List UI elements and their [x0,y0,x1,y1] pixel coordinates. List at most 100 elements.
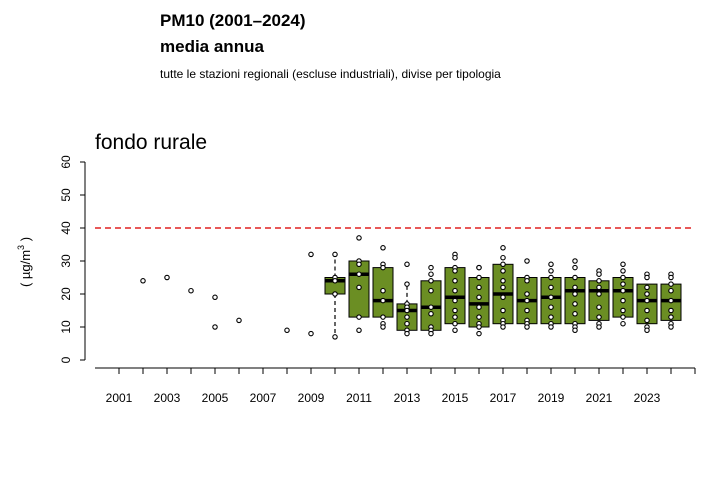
x-tick-label-2023: 2023 [634,391,661,405]
data-point-2020-5 [572,301,578,307]
data-point-2016-2 [476,274,482,281]
data-point-2018-4 [524,297,530,304]
data-point-2011-4 [356,284,362,291]
data-point-2011-2 [356,261,362,268]
data-point-2017-10 [500,324,506,330]
data-point-2022-5 [620,297,626,304]
data-point-2013-1 [404,281,410,287]
data-point-2018-2 [524,278,530,284]
data-point-2019-6 [548,314,554,320]
data-point-2024-8 [668,324,674,330]
data-point-2015-7 [452,307,458,314]
x-tick-label-2007: 2007 [250,391,277,405]
data-point-2015-1 [452,254,458,261]
box-2023 [636,283,658,325]
data-point-2011-3 [356,271,362,277]
axes-layer: 0 10 20 30 40 50 60 2001 2003 2005 2007 2009 2011 201… [59,155,696,405]
data-point-2014-3 [428,287,434,294]
data-point-2015-5 [452,287,458,294]
data-point-2018-0 [524,258,530,264]
data-point-2013-8 [404,330,410,337]
chart-note: tutte le stazioni regionali (escluse ind… [160,67,501,81]
data-point-2010-4 [332,334,338,340]
data-point-2024-5 [668,307,674,314]
data-point-2006-0 [236,317,242,324]
panel-title: fondo rurale [95,131,208,154]
x-tick-label-2011: 2011 [346,391,372,405]
data-point-2005-0 [212,294,218,301]
data-point-2014-8 [428,330,434,337]
x-tick-label-2015: 2015 [442,391,469,405]
data-point-2020-4 [572,291,578,297]
data-point-2017-4 [500,278,506,284]
data-point-2019-2 [548,274,554,281]
data-point-2013-5 [404,314,410,320]
data-point-2023-6 [644,317,650,324]
data-point-2011-5 [356,314,362,320]
x-tick-label-2019: 2019 [538,391,565,405]
data-point-2016-6 [476,314,482,320]
data-point-2003-0 [164,274,170,281]
data-point-2022-7 [620,314,626,320]
x-tick-label-2005: 2005 [202,391,229,405]
data-point-2022-1 [620,268,626,274]
data-point-2011-0 [356,235,362,241]
data-point-2022-4 [620,287,626,294]
data-point-2014-0 [428,264,434,271]
data-point-2002-0 [140,278,146,284]
data-point-2019-5 [548,304,554,310]
data-point-2015-10 [452,327,458,334]
data-point-2016-4 [476,294,482,301]
data-point-2022-6 [620,307,626,314]
data-point-2022-0 [620,261,626,268]
y-tick-label-60: 60 [59,155,73,169]
data-point-2010-0 [332,251,338,258]
data-point-2017-3 [500,268,506,274]
data-point-2023-8 [644,327,650,334]
data-point-2024-1 [668,274,674,281]
data-point-2023-3 [644,291,650,297]
data-point-2015-6 [452,297,458,304]
data-point-2012-4 [380,297,386,304]
data-point-2024-6 [668,314,674,320]
y-tick-label-40: 40 [59,221,73,235]
data-point-2012-5 [380,314,386,320]
data-point-2016-8 [476,324,482,330]
data-point-2010-2 [332,278,338,284]
data-point-2019-3 [548,284,554,291]
data-point-2015-3 [452,268,458,274]
data-point-2009-1 [308,330,314,337]
data-point-2023-4 [644,297,650,304]
chart-subtitle: media annua [160,37,264,56]
data-point-2013-4 [404,307,410,314]
data-point-2020-9 [572,327,578,334]
x-tick-label-2001: 2001 [106,391,133,405]
data-point-2022-2 [620,274,626,281]
data-point-2022-3 [620,281,626,287]
data-point-2015-8 [452,314,458,320]
points-layer [140,235,674,340]
data-point-2017-2 [500,261,506,268]
data-point-2021-5 [596,304,602,310]
data-point-2021-1 [596,271,602,277]
data-point-2021-4 [596,291,602,297]
data-point-2019-1 [548,268,554,274]
data-point-2008-0 [284,327,290,334]
data-point-2019-8 [548,324,554,330]
y-tick-label-30: 30 [59,254,73,268]
data-point-2023-5 [644,307,650,314]
svg-text:( µg/m3 ): ( µg/m3 ) [16,237,33,287]
data-point-2022-8 [620,320,626,327]
y-tick-label-50: 50 [59,188,73,202]
box-2020 [564,277,586,325]
y-tick-label-0: 0 [59,356,73,363]
data-point-2012-7 [380,324,386,330]
data-point-2024-2 [668,281,674,287]
data-point-2016-3 [476,284,482,291]
data-point-2019-0 [548,261,554,268]
y-tick-label-10: 10 [59,320,73,334]
data-point-2014-5 [428,311,434,317]
data-point-2014-4 [428,304,434,310]
data-point-2013-0 [404,261,410,268]
data-point-2021-8 [596,324,602,330]
